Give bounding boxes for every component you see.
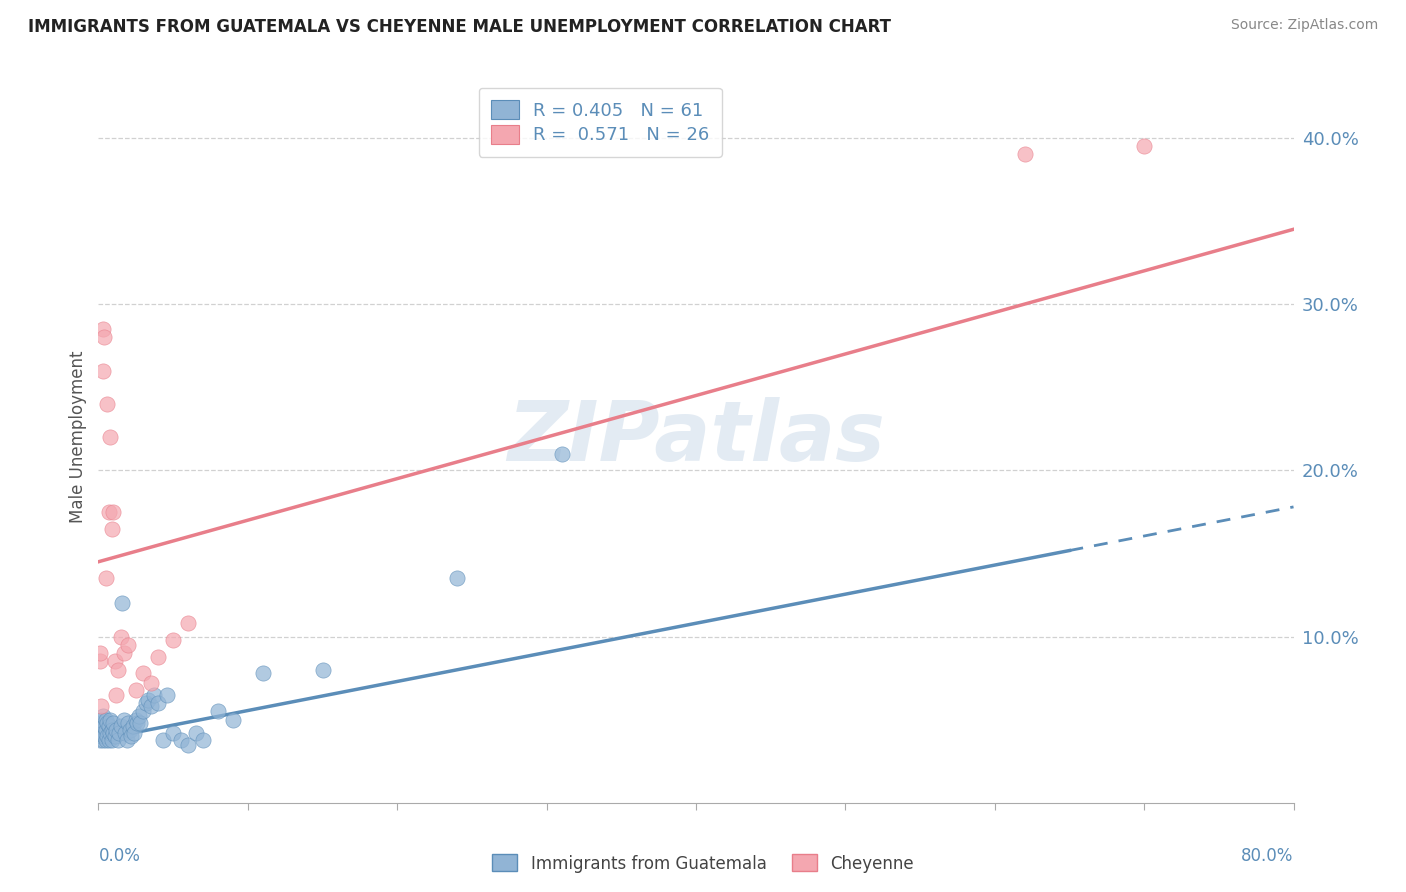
Point [120,729,142,743]
Point [142,688,165,702]
Point [90,699,112,714]
Point [550,447,572,461]
Point [105,723,128,737]
Point [177,738,200,752]
Point [98,430,122,444]
Point [98,726,122,740]
Point [156,688,179,702]
Point [101,521,124,535]
Point [129,716,152,731]
Point [177,616,200,631]
Text: ZIPatlas: ZIPatlas [508,397,884,477]
Point [115,732,138,747]
Point [118,723,141,737]
Point [104,729,127,743]
Point [184,726,207,740]
Point [191,732,214,747]
Point [93,719,115,733]
Point [98,713,122,727]
Y-axis label: Male Unemployment: Male Unemployment [69,351,87,524]
Point [222,713,245,727]
Point [94,723,117,737]
Text: 80.0%: 80.0% [1241,847,1294,864]
Point [97,732,120,747]
Point [107,732,129,747]
Point [105,688,128,702]
Text: Source: ZipAtlas.com: Source: ZipAtlas.com [1230,18,1378,32]
Point [124,726,146,740]
Point [101,732,124,747]
Point [91,322,114,336]
Point [91,363,114,377]
Point [139,676,162,690]
Point [162,726,184,740]
Point [96,397,118,411]
Point [90,729,112,743]
Point [110,630,132,644]
Point [103,726,125,740]
Point [91,726,114,740]
Point [112,713,135,727]
Point [114,726,136,740]
Point [108,726,131,740]
Point [90,723,112,737]
Point [107,663,129,677]
Point [91,732,114,747]
Point [128,709,150,723]
Legend: Immigrants from Guatemala, Cheyenne: Immigrants from Guatemala, Cheyenne [485,847,921,880]
Point [148,649,170,664]
Point [94,713,117,727]
Point [135,696,157,710]
Point [104,655,127,669]
Point [89,732,111,747]
Point [162,632,184,647]
Point [446,571,468,585]
Point [127,716,149,731]
Text: 0.0%: 0.0% [98,847,141,864]
Point [89,716,111,731]
Point [1014,147,1036,161]
Point [97,719,120,733]
Point [148,696,170,710]
Point [125,713,148,727]
Point [112,646,135,660]
Point [136,692,159,706]
Point [311,663,333,677]
Point [91,709,114,723]
Point [96,716,118,731]
Point [252,666,274,681]
Point [110,719,132,733]
Point [94,732,117,747]
Point [117,638,139,652]
Point [89,726,111,740]
Point [207,705,229,719]
Point [94,571,117,585]
Point [117,716,139,731]
Point [132,705,155,719]
Point [103,505,125,519]
Point [89,655,111,669]
Point [1133,139,1156,153]
Point [121,719,143,733]
Text: IMMIGRANTS FROM GUATEMALA VS CHEYENNE MALE UNEMPLOYMENT CORRELATION CHART: IMMIGRANTS FROM GUATEMALA VS CHEYENNE MA… [28,18,891,36]
Point [96,729,118,743]
Point [111,596,134,610]
Point [132,666,155,681]
Legend: R = 0.405   N = 61, R =  0.571   N = 26: R = 0.405 N = 61, R = 0.571 N = 26 [479,87,721,157]
Point [93,330,115,344]
Point [103,716,125,731]
Point [90,713,112,727]
Point [93,729,115,743]
Point [139,699,162,714]
Point [101,723,124,737]
Point [89,646,111,660]
Point [125,682,148,697]
Point [97,505,120,519]
Point [152,732,174,747]
Point [169,732,191,747]
